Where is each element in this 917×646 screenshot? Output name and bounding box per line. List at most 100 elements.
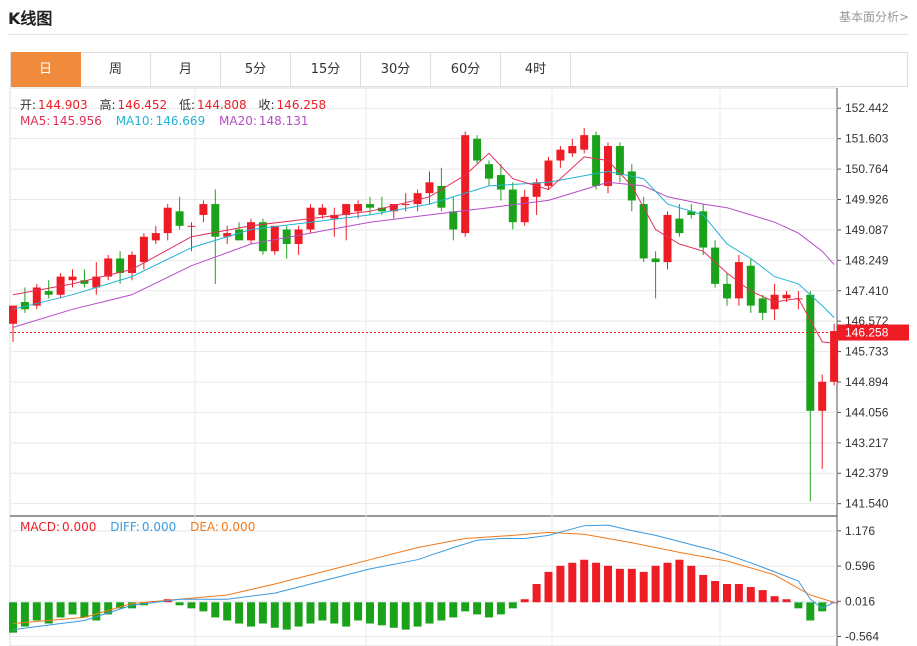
tab-60min[interactable]: 60分 xyxy=(431,52,501,87)
candle-down xyxy=(377,207,386,212)
tab-30min[interactable]: 30分 xyxy=(361,52,431,87)
open-value: 144.903 xyxy=(38,98,88,112)
macd-bar-positive xyxy=(604,565,612,603)
macd-bar-positive xyxy=(651,565,660,603)
candle-down xyxy=(639,204,648,259)
candle-up xyxy=(520,196,529,223)
macd-bar-positive xyxy=(592,562,601,603)
ma10-label: MA10: xyxy=(115,114,154,128)
macd-bar-negative xyxy=(794,602,803,609)
macd-bar-positive xyxy=(758,590,767,603)
page-title: K线图 xyxy=(8,9,53,28)
candle-down xyxy=(485,164,493,179)
candle-down xyxy=(282,229,291,244)
macd-bar-negative xyxy=(223,602,232,621)
tab-week[interactable]: 周 xyxy=(81,52,151,87)
candle-up xyxy=(128,254,136,273)
macd-tick-label: 0.596 xyxy=(845,559,875,573)
macd-bar-positive xyxy=(675,559,684,603)
ma-readout: MA5: 145.956 MA10: 146.669 MA20: 148.131 xyxy=(20,114,311,128)
dea-label: DEA: xyxy=(190,520,219,534)
tab-15min[interactable]: 15分 xyxy=(291,52,361,87)
macd-bar-negative xyxy=(44,602,53,624)
ma20-value: 148.131 xyxy=(258,114,309,128)
macd-readout: MACD: 0.000 DIFF: 0.000 DEA: 0.000 xyxy=(20,520,257,534)
fundamental-analysis-link[interactable]: 基本面分析> xyxy=(838,10,909,24)
price-tick-label: 149.926 xyxy=(845,192,889,206)
macd-value: 0.000 xyxy=(62,520,97,534)
macd-bar-positive xyxy=(568,562,577,603)
macd-bar-positive xyxy=(580,559,589,603)
macd-bar-negative xyxy=(806,602,815,621)
candle-down xyxy=(258,222,267,252)
ma5-label: MA5: xyxy=(20,114,51,128)
diff-line xyxy=(12,524,835,631)
macd-bar-negative xyxy=(437,602,446,621)
candle-down xyxy=(806,294,815,411)
dea-line xyxy=(12,531,835,624)
macd-bar-negative xyxy=(818,602,827,612)
macd-bar-negative xyxy=(282,602,291,630)
dea-value: 0.000 xyxy=(220,520,256,534)
macd-bar-negative xyxy=(258,602,267,624)
candle-up xyxy=(604,146,612,186)
macd-tick-label: 0.016 xyxy=(845,594,875,608)
macd-bar-positive xyxy=(723,584,731,603)
candle-up xyxy=(568,146,577,154)
diff-label: DIFF: xyxy=(110,520,140,534)
candle-down xyxy=(758,298,767,313)
macd-tick-label: 1.176 xyxy=(845,524,875,538)
candle-down xyxy=(116,258,125,273)
macd-bar-positive xyxy=(734,584,743,603)
macd-bar-positive xyxy=(711,581,720,603)
macd-bar-positive xyxy=(544,571,553,603)
macd-bar-negative xyxy=(342,602,351,627)
price-tick-label: 149.087 xyxy=(845,223,889,237)
macd-bar-negative xyxy=(211,602,220,618)
close-value: 146.258 xyxy=(276,98,327,112)
macd-bar-positive xyxy=(663,562,672,603)
candle-up xyxy=(532,182,541,197)
candle-up xyxy=(425,182,434,194)
candle-up xyxy=(734,262,743,299)
candle-down xyxy=(615,146,624,176)
macd-bar-negative xyxy=(92,602,101,621)
tab-month[interactable]: 月 xyxy=(151,52,221,87)
ma10-line xyxy=(12,170,835,318)
candle-down xyxy=(211,204,220,237)
candle-up xyxy=(401,204,410,206)
candle-up xyxy=(389,204,398,212)
candle-up xyxy=(342,204,351,215)
candle-up xyxy=(318,207,327,215)
candle-up xyxy=(830,331,839,382)
macd-bar-positive xyxy=(532,584,541,603)
candle-up xyxy=(294,229,303,244)
macd-bar-negative xyxy=(354,602,363,621)
candle-up xyxy=(104,258,113,277)
candle-down xyxy=(699,211,708,248)
candle-down xyxy=(20,302,29,310)
candle-up xyxy=(151,233,160,241)
candle-up xyxy=(187,225,196,227)
ohlc-readout: 开: 144.903 高: 146.452 低: 144.808 收: 146.258 xyxy=(20,96,328,113)
macd-bar-positive xyxy=(746,587,755,603)
price-tick-label: 143.217 xyxy=(845,436,889,450)
candle-down xyxy=(746,265,755,306)
tab-4hour[interactable]: 4时 xyxy=(501,52,571,87)
price-tick-label: 148.249 xyxy=(845,253,889,267)
tab-day[interactable]: 日 xyxy=(11,52,81,87)
candle-up xyxy=(68,276,77,281)
price-tick-label: 151.603 xyxy=(845,132,889,146)
macd-bar-negative xyxy=(330,602,339,624)
candle-down xyxy=(235,229,244,241)
close-label: 收: xyxy=(258,98,275,112)
macd-bar-negative xyxy=(496,602,505,615)
candle-down xyxy=(366,204,374,208)
open-label: 开: xyxy=(20,98,37,112)
tab-5min[interactable]: 5分 xyxy=(221,52,291,87)
candle-up xyxy=(9,305,17,324)
candle-down xyxy=(80,280,89,284)
macd-bar-negative xyxy=(56,602,65,618)
current-price-tag xyxy=(837,324,909,341)
candle-down xyxy=(675,218,684,234)
